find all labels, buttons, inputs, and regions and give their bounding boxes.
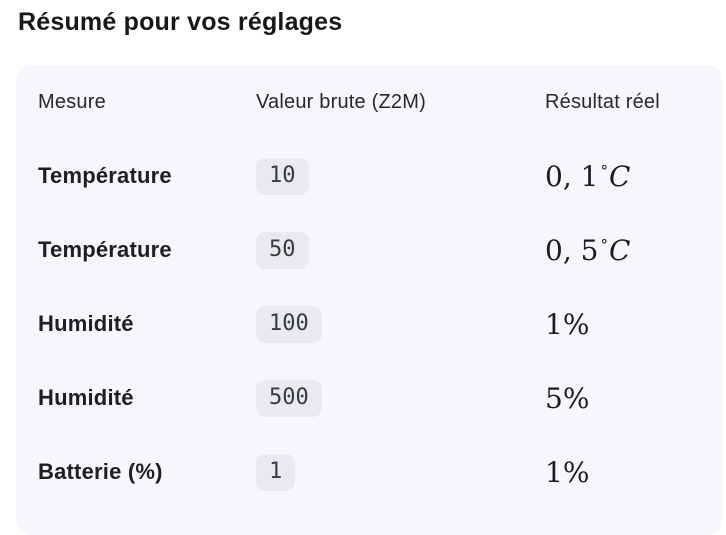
result-number: 5%	[545, 381, 590, 415]
measure-label: Humidité	[38, 311, 134, 336]
result-unit: C	[608, 159, 631, 193]
table-header-row: Mesure Valeur brute (Z2M) Résultat réel	[38, 65, 723, 139]
page-title: Résumé pour vos réglages	[18, 8, 343, 36]
header-cell-measure: Mesure	[38, 90, 106, 113]
table-row: Batterie (%) 1 1%	[38, 435, 723, 509]
settings-summary-panel: Mesure Valeur brute (Z2M) Résultat réel …	[16, 65, 723, 535]
header-cell-result: Résultat réel	[545, 90, 660, 113]
result-unit: C	[608, 233, 631, 267]
result-value: 5%	[545, 382, 723, 415]
table-row: Humidité 500 5%	[38, 361, 723, 435]
table-row: Température 50 0, 5 °C	[38, 213, 723, 287]
table-row: Humidité 100 1%	[38, 287, 723, 361]
raw-value-badge: 100	[256, 305, 322, 343]
raw-value-badge: 50	[256, 231, 309, 269]
result-number: 1%	[545, 455, 590, 489]
degree-symbol: °	[600, 161, 608, 180]
result-number: 1%	[545, 307, 590, 341]
measure-label: Humidité	[38, 385, 134, 410]
result-number: 0, 1	[545, 159, 599, 193]
raw-value-badge: 500	[256, 379, 322, 417]
measure-label: Température	[38, 163, 172, 188]
raw-value-badge: 10	[256, 157, 309, 195]
degree-symbol: °	[600, 235, 608, 254]
header-cell-raw-value: Valeur brute (Z2M)	[256, 90, 426, 113]
measure-label: Température	[38, 237, 172, 262]
measure-label: Batterie (%)	[38, 459, 163, 484]
result-value: 1%	[545, 456, 723, 489]
raw-value-badge: 1	[256, 453, 296, 491]
table-row: Température 10 0, 1 °C	[38, 139, 723, 213]
result-number: 0, 5	[545, 233, 599, 267]
result-value: 0, 1 °C	[545, 160, 723, 193]
result-value: 1%	[545, 308, 723, 341]
result-value: 0, 5 °C	[545, 234, 723, 267]
